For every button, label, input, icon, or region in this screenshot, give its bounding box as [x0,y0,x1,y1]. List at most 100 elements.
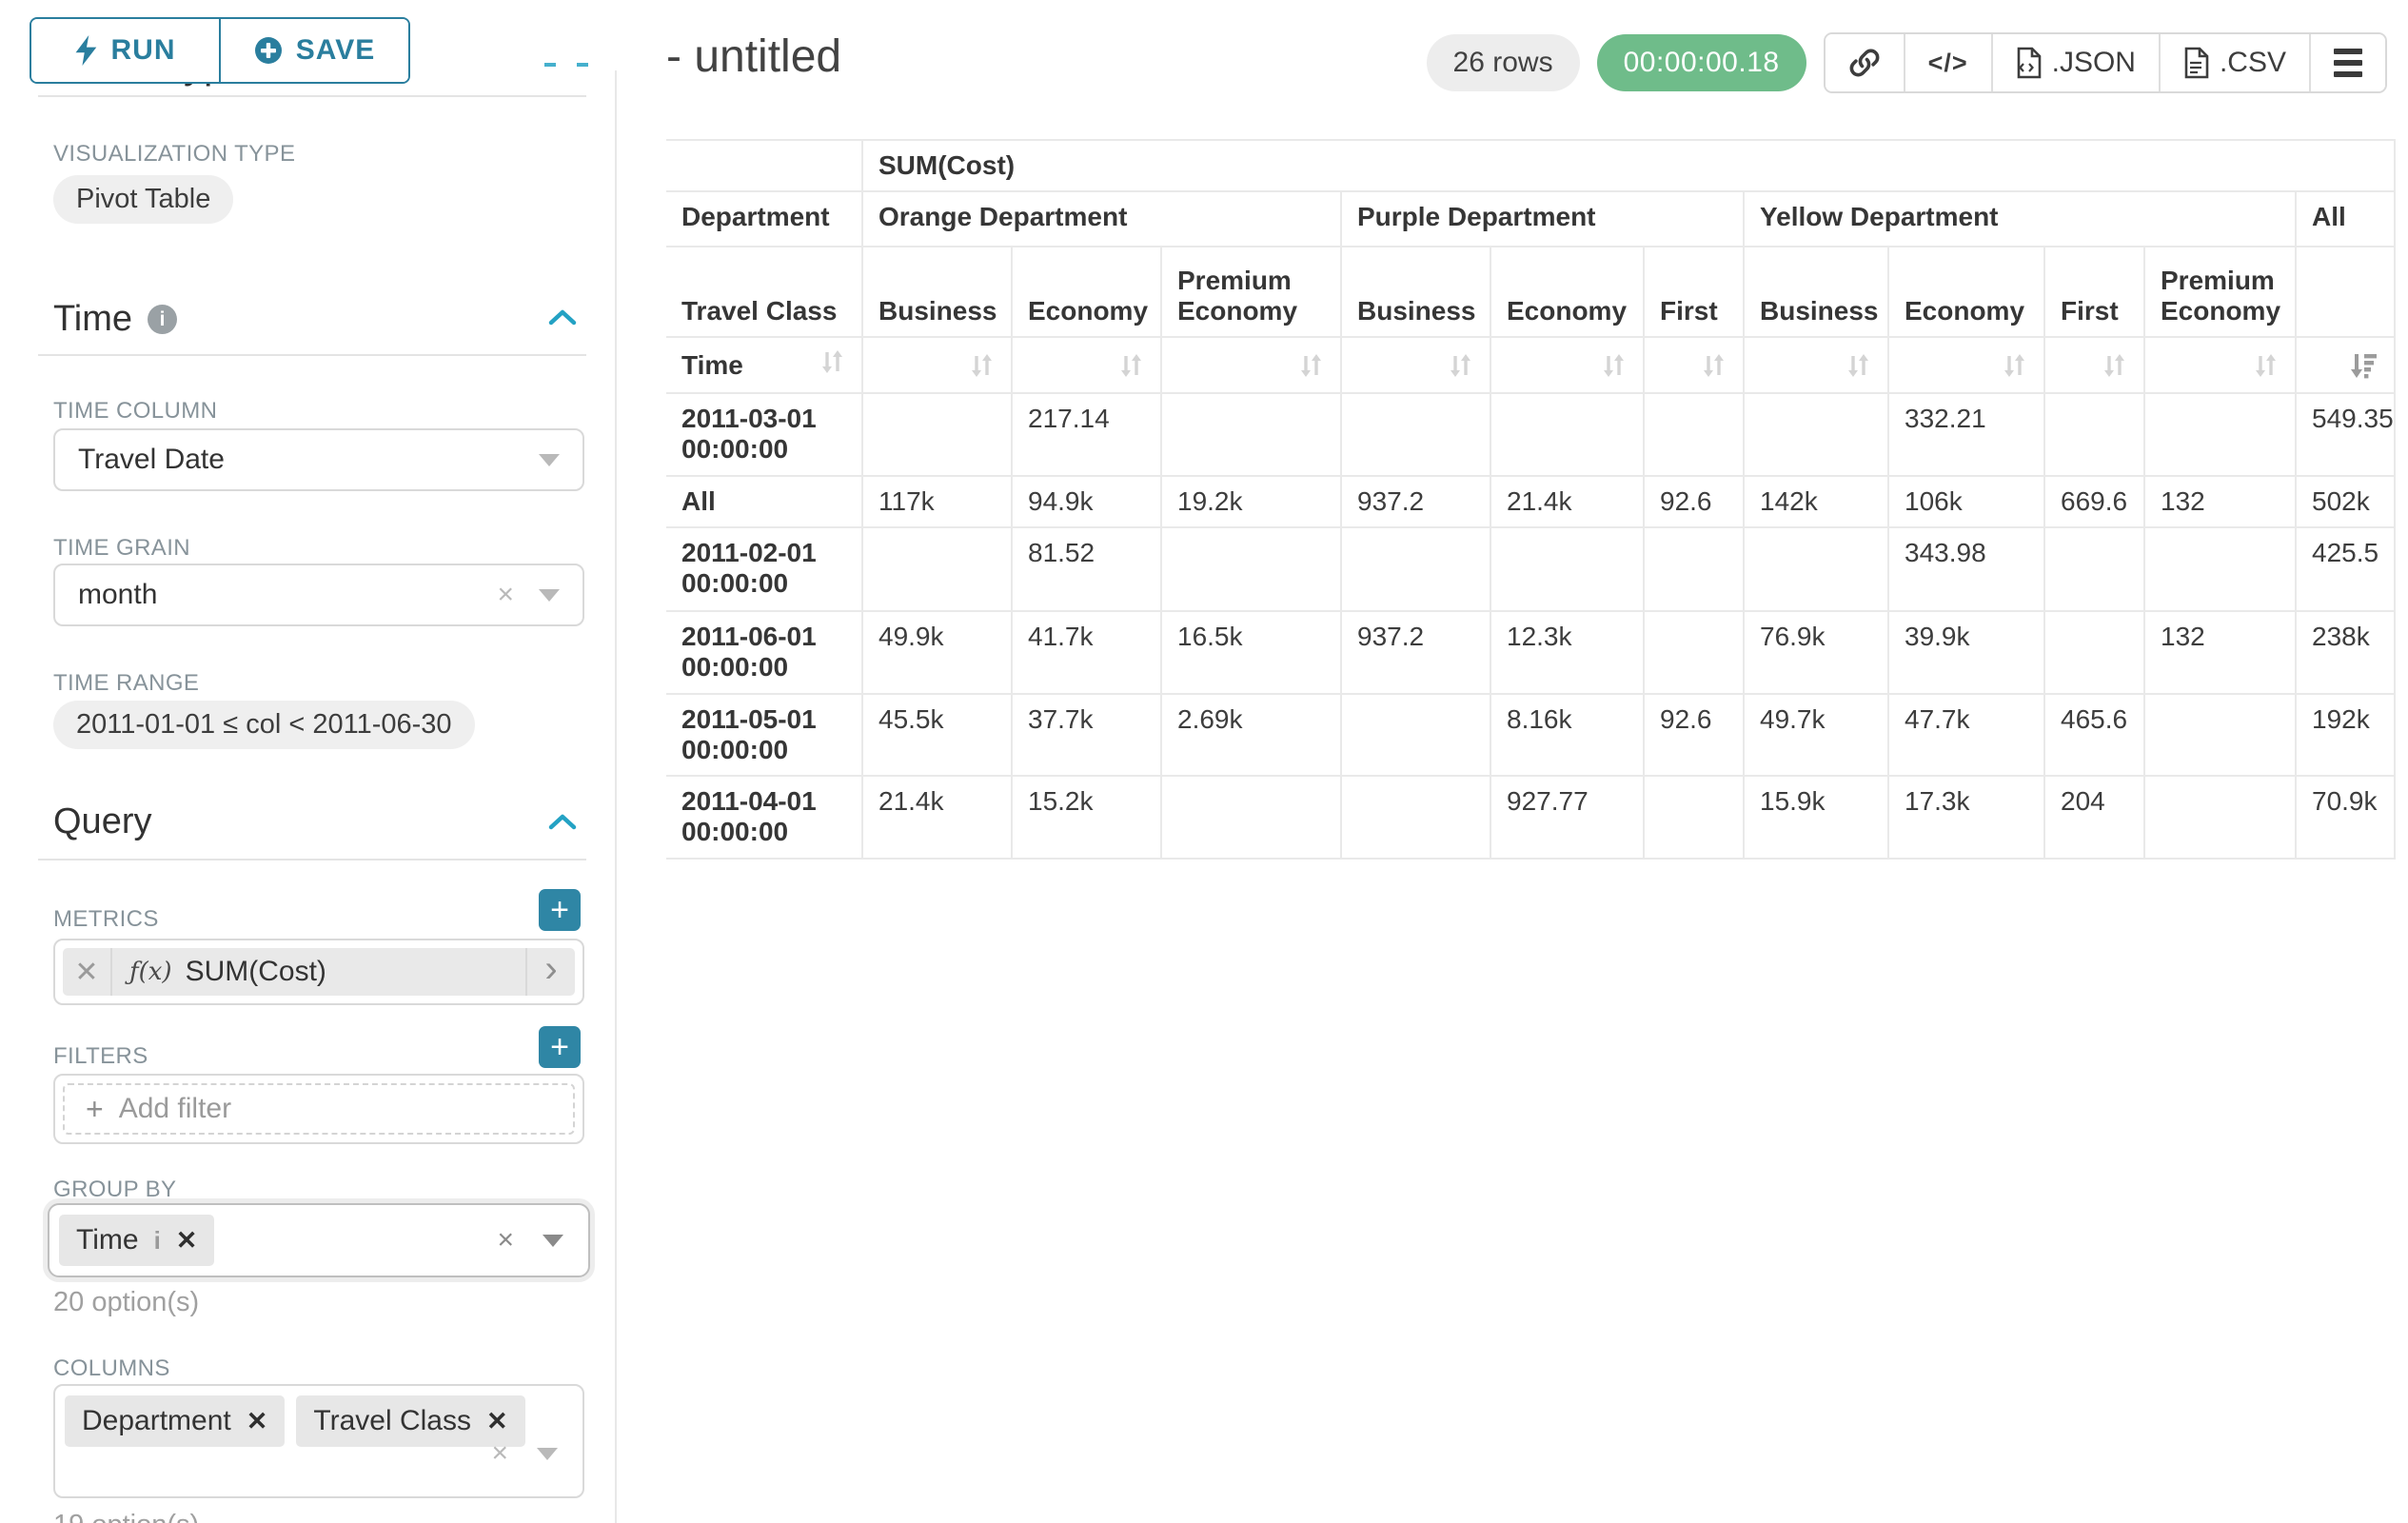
pivot-cell: 204 [2043,775,2145,860]
time-column-select[interactable]: Travel Date [53,428,584,491]
filters-label: FILTERS [53,1043,148,1069]
time-axis-sort-header[interactable]: Time [666,336,863,394]
remove-metric-icon[interactable]: ✕ [63,948,112,996]
travel-class-header: Economy [1887,246,2045,338]
export-button-group: </> .JSON .CSV [1823,32,2387,93]
time-grain-select[interactable]: month × [53,564,584,626]
share-link-button[interactable] [1825,34,1904,91]
collapsed-section-ticks [544,63,588,67]
visualization-type-value[interactable]: Pivot Table [53,175,234,224]
time-range-value[interactable]: 2011-01-01 ≤ col < 2011-06-30 [53,701,475,749]
pivot-row: All 117k 94.9k 19.2k 937.2 21.4k 92.6 142k 106k 6… [666,475,2397,528]
pivot-cell [1743,526,1889,612]
travel-class-header: Business [1743,246,1889,338]
sort-header[interactable] [1340,336,1491,394]
pivot-cell: 217.14 [1011,392,1162,477]
row-label: All [666,475,863,528]
row-count-badge: 26 rows [1426,34,1580,91]
travel-class-header: First [1643,246,1745,338]
chevron-down-icon [539,588,560,602]
sort-header[interactable] [1011,336,1162,394]
columns-options-count: 19 option(s) [53,1510,199,1523]
menu-button[interactable] [2309,34,2385,91]
pivot-cell: 19.2k [1160,475,1342,528]
visualization-type-label: VISUALIZATION TYPE [53,141,296,167]
pivot-cell [861,392,1013,477]
add-filter-dropzone[interactable]: + Add filter [63,1083,575,1135]
code-icon: </> [1927,48,1968,77]
time-column-label: TIME COLUMN [53,398,218,424]
info-icon: i [148,305,178,334]
export-json-button[interactable]: .JSON [1990,34,2159,91]
collapse-time-chevron-up-icon[interactable] [546,307,579,329]
collapse-query-chevron-up-icon[interactable] [546,811,579,834]
department-group-header: Orange Department [861,190,1342,247]
metric-pill[interactable]: ✕ ƒ(x) SUM(Cost) › [63,948,575,996]
export-csv-button[interactable]: .CSV [2158,34,2309,91]
pivot-cell: 15.2k [1011,775,1162,860]
pivot-cell: 132 [2143,475,2297,528]
chevron-down-icon [537,1447,558,1460]
row-label: 2011-05-01 00:00:00 [666,693,863,777]
group-by-select[interactable]: Time i ✕ × [48,1203,590,1277]
pivot-cell [1340,693,1491,777]
sort-header[interactable] [2043,336,2145,394]
pivot-cell: 425.5 [2294,526,2397,612]
sort-header[interactable] [2143,336,2297,394]
view-query-button[interactable]: </> [1903,34,1991,91]
link-icon [1849,49,1879,77]
sort-descending-header[interactable] [2294,336,2397,394]
pivot-cell: 502k [2294,475,2397,528]
run-button[interactable]: RUN [31,19,219,82]
metrics-label: METRICS [53,906,159,932]
sort-header[interactable] [861,336,1013,394]
pivot-row: 2011-04-01 00:00:00 21.4k 15.2k 927.77 15.9k… [666,775,2397,860]
pivot-cell: 92.6 [1643,475,1745,528]
remove-tag-icon[interactable]: ✕ [246,1406,268,1435]
columns-tag[interactable]: Travel Class ✕ [296,1395,525,1447]
sort-header[interactable] [1160,336,1342,394]
add-filter-button[interactable]: + [539,1026,581,1068]
json-label: .JSON [2051,47,2136,78]
plus-circle-icon [254,37,282,64]
pivot-cell: 39.9k [1887,610,2045,695]
pivot-cell: 76.9k [1743,610,1889,695]
plus-icon: + [86,1091,104,1126]
pivot-cell [2143,392,2297,477]
query-timer-badge: 00:00:00.18 [1596,34,1806,91]
sort-header[interactable] [1887,336,2045,394]
pivot-cell [2143,526,2297,612]
pivot-row: 2011-06-01 00:00:00 49.9k 41.7k 16.5k 937.2 1… [666,610,2397,695]
remove-tag-icon[interactable]: ✕ [485,1406,508,1435]
remove-tag-icon[interactable]: ✕ [175,1225,198,1255]
pivot-cell [1643,610,1745,695]
pivot-cell [2043,526,2145,612]
chart-title[interactable]: - untitled [666,31,842,82]
clear-icon[interactable]: × [491,1437,508,1469]
row-label: 2011-04-01 00:00:00 [666,775,863,860]
group-by-tag[interactable]: Time i ✕ [59,1215,215,1266]
clear-icon[interactable]: × [497,579,514,610]
columns-label: COLUMNS [53,1355,170,1381]
pivot-cell: 192k [2294,693,2397,777]
travel-class-header: Business [1340,246,1491,338]
sort-header[interactable] [1743,336,1889,394]
divider [38,859,586,860]
add-metric-button[interactable]: + [539,889,581,931]
sort-header[interactable] [1490,336,1645,394]
chevron-down-icon [539,453,560,466]
save-button[interactable]: SAVE [219,19,408,82]
pivot-cell [1160,775,1342,860]
columns-tag[interactable]: Department ✕ [65,1395,286,1447]
row-label: 2011-03-01 00:00:00 [666,392,863,477]
chevron-right-icon[interactable]: › [525,948,575,996]
pivot-cell [2143,775,2297,860]
pivot-cell: 81.52 [1011,526,1162,612]
sort-header[interactable] [1643,336,1745,394]
pivot-cell: 12.3k [1490,610,1645,695]
clear-icon[interactable]: × [497,1224,514,1256]
pivot-cell: 8.16k [1490,693,1645,777]
pivot-table: SUM(Cost) Department Orange Department Pu… [666,139,2397,860]
columns-select[interactable]: Department ✕ Travel Class ✕ × [53,1384,584,1498]
travel-class-header-row: Travel Class Business Economy Premium Econ… [666,246,2397,338]
